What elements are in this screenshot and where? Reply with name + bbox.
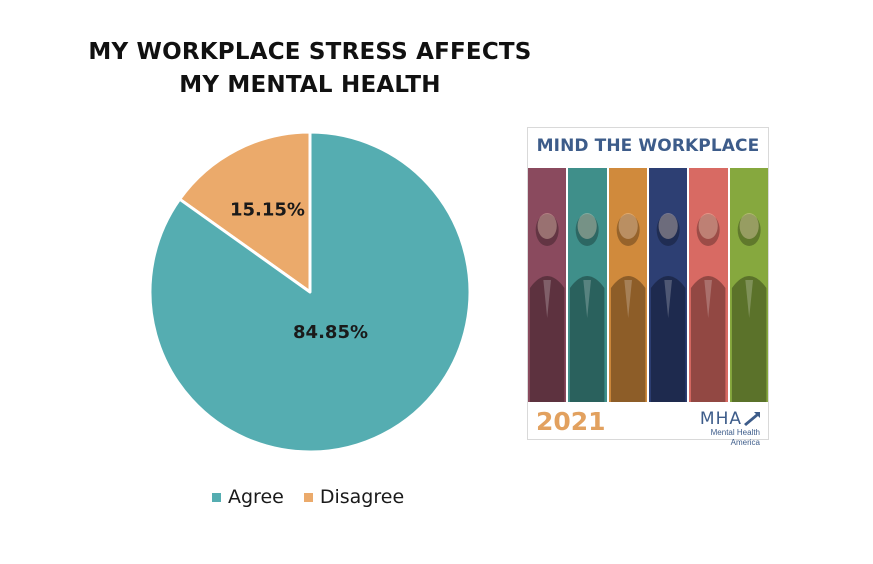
- legend-label-disagree: Disagree: [319, 486, 405, 508]
- arrow-icon: [744, 412, 760, 426]
- mha-logo-mark: MHA: [680, 410, 760, 428]
- pie-slice-disagree: [178, 130, 312, 294]
- report-cover-image: MIND THE WORKPLACE 2021 MHA Mental Healt…: [527, 127, 769, 447]
- chart-legend: Agree Disagree: [212, 484, 432, 510]
- chart-title-line-2: MY MENTAL HEALTH: [179, 72, 441, 98]
- pie-label-disagree: 15.15%: [230, 200, 305, 221]
- legend-swatch-disagree: [303, 492, 313, 502]
- legend-item-disagree: Disagree: [303, 486, 405, 508]
- cover-strip-woman-braids: [608, 168, 647, 402]
- person-silhouette-icon: [529, 213, 565, 402]
- person-silhouette-icon: [691, 213, 726, 402]
- legend-swatch-agree: [212, 492, 221, 502]
- mha-logo-text: MHA: [699, 409, 742, 429]
- cover-photo-strips: [528, 168, 768, 402]
- person-silhouette-icon: [610, 213, 646, 402]
- cover-strip-woman-suit: [528, 168, 567, 402]
- chart-title-line-1: MY WORKPLACE STRESS AFFECTS: [88, 39, 532, 65]
- cover-strip-man-elder: [729, 168, 768, 402]
- chart-title: MY WORKPLACE STRESS AFFECTS MY MENTAL HE…: [80, 36, 540, 102]
- cover-year: 2021: [536, 407, 606, 436]
- mha-logo: MHA Mental Health America: [680, 410, 760, 447]
- legend-item-agree: Agree: [212, 486, 284, 508]
- pie-chart: 84.85% 15.15%: [148, 130, 472, 454]
- cover-strip-woman-glasses: [689, 168, 728, 402]
- person-silhouette-icon: [650, 213, 686, 402]
- cover-strip-man-labcoat: [568, 168, 607, 402]
- legend-label-agree: Agree: [228, 486, 284, 508]
- person-silhouette-icon: [570, 213, 605, 402]
- pie-label-agree: 84.85%: [293, 322, 368, 343]
- person-silhouette-icon: [731, 213, 767, 402]
- mha-logo-subtitle: Mental Health America: [710, 428, 760, 447]
- cover-title: MIND THE WORKPLACE: [536, 136, 760, 156]
- pie-slice-agree: [148, 130, 472, 454]
- cover-strip-man-uniform: [648, 168, 688, 402]
